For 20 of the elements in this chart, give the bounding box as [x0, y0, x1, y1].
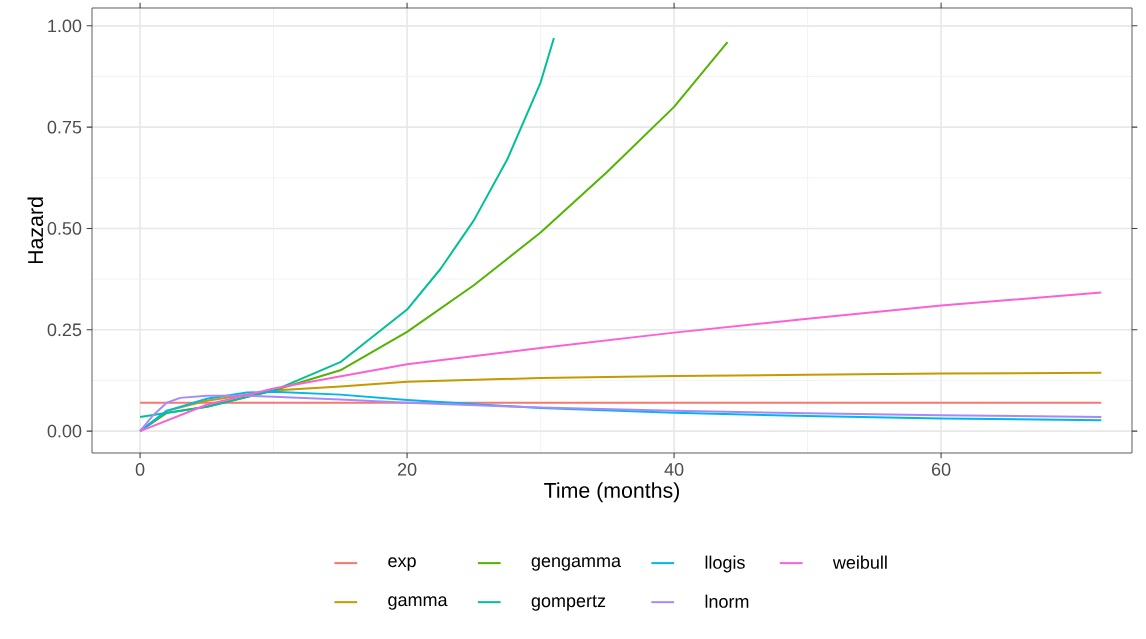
y-tick-label: 0.25	[47, 323, 82, 337]
x-tick-label: 40	[664, 463, 684, 476]
x-tick-label: 60	[932, 463, 951, 476]
legend-label: llogis	[705, 555, 745, 573]
legend-label: gengamma	[531, 557, 622, 571]
x-tick-label: 0	[135, 463, 145, 476]
y-tick-label: 1.00	[48, 19, 82, 33]
y-tick-label: 0.00	[47, 424, 82, 438]
line-series	[139, 291, 1103, 433]
legend-label: lnorm	[705, 594, 749, 608]
legend-label: gompertz	[531, 595, 606, 611]
x-tick-label: 20	[397, 463, 417, 476]
legend-label: weibull	[832, 555, 887, 569]
x-axis-title: Time (months)	[544, 482, 679, 503]
y-tick-label: 0.50	[47, 222, 82, 235]
legend-label: gamma	[388, 596, 448, 610]
line-series	[139, 36, 555, 418]
y-axis-title: Hazard	[27, 197, 44, 264]
legend-label: exp	[388, 557, 416, 571]
y-tick-label: 0.75	[47, 120, 82, 134]
